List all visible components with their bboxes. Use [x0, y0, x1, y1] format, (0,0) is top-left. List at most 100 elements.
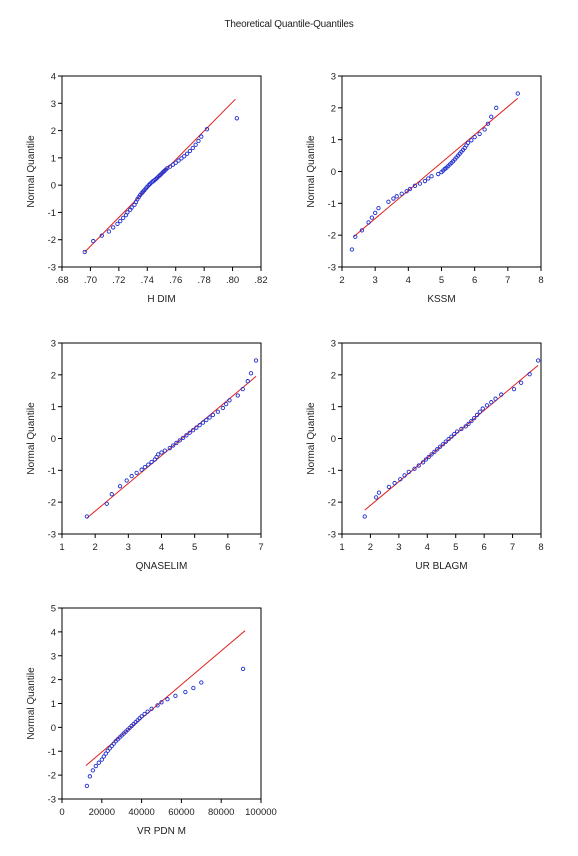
x-tick-label: 2: [93, 542, 98, 553]
data-point: [107, 230, 110, 233]
y-tick-label: 0: [331, 434, 336, 445]
x-tick-label: 6: [472, 275, 477, 286]
qq-plot-5: -3 -2 -1 0 1 2 3 4 5 0 20000 40000 60000 80000 100000 V…: [26, 604, 277, 838]
data-point: [254, 359, 257, 362]
data-point: [478, 132, 481, 135]
x-tick-label: 4: [159, 542, 164, 553]
plot-frame: [62, 343, 261, 534]
y-axis-title: Normal Quantile: [26, 135, 37, 208]
data-point: [478, 410, 481, 413]
x-tick-label: 5: [439, 275, 444, 286]
y-tick-label: -2: [48, 498, 56, 509]
data-point: [174, 694, 177, 697]
x-tick-label: 6: [481, 542, 486, 553]
data-point: [121, 216, 124, 219]
data-point: [236, 394, 239, 397]
data-point: [216, 410, 219, 413]
x-tick-label: .72: [112, 275, 125, 286]
y-tick-label: -1: [48, 466, 56, 477]
data-point: [116, 222, 119, 225]
data-point: [163, 449, 166, 452]
data-point: [97, 761, 100, 764]
y-tick-label: 5: [51, 604, 56, 615]
data-point: [377, 206, 380, 209]
x-tick-label: 40000: [128, 807, 154, 818]
y-tick-label: -3: [328, 530, 336, 541]
plot-frame: [342, 343, 541, 534]
y-tick-label: 1: [331, 402, 336, 413]
data-point: [427, 177, 430, 180]
data-point: [436, 172, 439, 175]
data-point: [191, 146, 194, 149]
data-point: [224, 402, 227, 405]
y-tick-label: -2: [48, 771, 56, 782]
data-point: [119, 219, 122, 222]
data-point: [370, 216, 373, 219]
data-point: [395, 195, 398, 198]
data-point: [519, 381, 522, 384]
data-point: [94, 764, 97, 767]
x-axis-title: QNASELIM: [136, 561, 188, 572]
x-tick-label: 1: [339, 542, 344, 553]
x-tick-label: 4: [406, 275, 411, 286]
x-tick-label: 80000: [208, 807, 234, 818]
data-point: [135, 471, 138, 474]
data-point: [140, 468, 143, 471]
data-point: [494, 397, 497, 400]
data-point: [473, 135, 476, 138]
data-point: [192, 686, 195, 689]
data-point: [387, 200, 390, 203]
x-tick-label: 2: [368, 542, 373, 553]
x-tick-label: 5: [453, 542, 458, 553]
x-axis-title: H DIM: [147, 294, 175, 305]
data-point: [485, 404, 488, 407]
x-tick-label: 7: [258, 542, 263, 553]
data-point: [221, 406, 224, 409]
y-tick-label: -1: [48, 208, 56, 219]
data-point: [387, 485, 390, 488]
data-point: [91, 769, 94, 772]
y-tick-label: 3: [51, 651, 56, 662]
x-tick-label: .80: [226, 275, 239, 286]
y-tick-label: -1: [328, 199, 336, 210]
y-tick-label: -2: [328, 231, 336, 242]
y-axis-title: Normal Quantile: [306, 402, 317, 475]
x-tick-label: 3: [126, 542, 131, 553]
y-tick-label: 2: [331, 103, 336, 114]
y-tick-label: 2: [51, 126, 56, 137]
data-point: [184, 690, 187, 693]
x-tick-label: .74: [141, 275, 154, 286]
data-point: [92, 239, 95, 242]
x-tick-label: 4: [425, 542, 430, 553]
data-point: [516, 92, 519, 95]
y-tick-label: 3: [331, 72, 336, 83]
reference-line: [354, 98, 518, 236]
data-point: [241, 667, 244, 670]
y-tick-label: -1: [328, 466, 336, 477]
y-tick-label: 0: [51, 723, 56, 734]
y-tick-label: -3: [328, 263, 336, 274]
data-point: [150, 460, 153, 463]
y-tick-label: 3: [51, 339, 56, 350]
data-point: [430, 175, 433, 178]
x-tick-label: 3: [373, 275, 378, 286]
data-point: [246, 380, 249, 383]
qq-plot-1: -3-2-101234.68.70.72.74.76.78.80.82H DIM…: [26, 72, 268, 306]
data-point: [105, 502, 108, 505]
data-point: [160, 451, 163, 454]
y-tick-label: 0: [51, 181, 56, 192]
y-axis-title: Normal Quantile: [26, 402, 37, 475]
data-point: [512, 387, 515, 390]
data-point: [536, 359, 539, 362]
x-tick-label: 100000: [245, 807, 277, 818]
y-axis-title: Normal Quantile: [306, 135, 317, 208]
data-point: [363, 515, 366, 518]
data-point: [205, 418, 208, 421]
x-tick-label: 1: [59, 542, 64, 553]
data-point: [235, 117, 238, 120]
x-tick-label: 60000: [168, 807, 194, 818]
x-tick-label: 8: [538, 542, 543, 553]
y-tick-label: -3: [48, 795, 56, 806]
y-tick-label: -2: [48, 235, 56, 246]
x-tick-label: 0: [59, 807, 64, 818]
